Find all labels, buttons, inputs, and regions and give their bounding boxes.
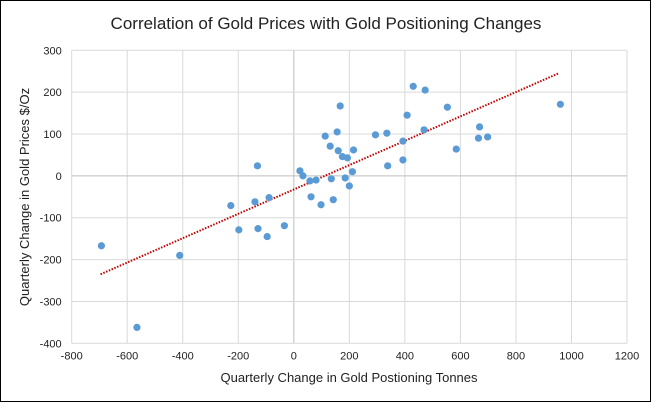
data-point <box>403 111 411 119</box>
data-point <box>474 134 483 142</box>
data-point <box>333 128 341 136</box>
y-tick-label: -200 <box>40 255 62 267</box>
data-point <box>306 177 314 185</box>
data-point <box>263 232 271 241</box>
x-tick-label: 1000 <box>559 350 583 362</box>
data-point <box>484 133 492 141</box>
data-point <box>345 182 353 190</box>
data-point <box>384 162 392 170</box>
data-point <box>227 201 235 210</box>
x-tick-label: -400 <box>172 350 194 362</box>
data-point <box>334 147 342 155</box>
data-point <box>336 102 344 110</box>
data-point <box>254 225 262 233</box>
tick-labels: -800 -600 -400 -200 0 200 400 600 800 1000 1200-40… <box>40 45 640 362</box>
data-point <box>280 222 288 230</box>
x-tick-label: 800 <box>507 350 525 362</box>
x-tick-label: 600 <box>451 350 469 362</box>
data-point <box>475 123 484 131</box>
data-point <box>399 137 407 145</box>
data-point <box>556 100 564 108</box>
data-point <box>327 175 335 183</box>
data-point <box>97 242 106 250</box>
x-tick-label: 200 <box>340 350 358 362</box>
data-point <box>326 142 334 150</box>
data-point <box>348 168 357 176</box>
data-point <box>341 174 349 182</box>
y-tick-label: 200 <box>43 87 61 99</box>
data-point <box>329 196 337 204</box>
data-point <box>307 193 315 201</box>
data-point <box>399 156 407 164</box>
y-tick-label: -400 <box>40 338 62 350</box>
y-tick-label: -300 <box>40 296 62 308</box>
data-point <box>409 82 417 90</box>
data-point <box>133 323 141 331</box>
data-point <box>343 154 352 162</box>
chart-title: Correlation of Gold Prices with Gold Pos… <box>111 14 542 33</box>
data-point <box>265 194 273 202</box>
data-point <box>420 126 428 134</box>
gridlines <box>71 49 628 344</box>
data-point <box>443 103 451 111</box>
data-point <box>371 131 380 139</box>
trendline <box>100 72 560 276</box>
data-point <box>251 198 259 206</box>
data-point <box>452 145 460 153</box>
x-tick-label: 400 <box>396 350 414 362</box>
data-point <box>312 176 320 184</box>
x-tick-label: -200 <box>227 350 249 362</box>
y-tick-label: -100 <box>40 213 62 225</box>
x-axis-label: Quarterly Change in Gold Postioning Tonn… <box>220 370 478 385</box>
data-point <box>176 251 184 259</box>
data-point <box>235 226 243 234</box>
y-axis-label: Quarterly Change in Gold Prices $/Oz <box>17 88 32 306</box>
data-points <box>97 82 564 331</box>
data-point <box>383 129 391 137</box>
y-tick-label: 0 <box>56 171 62 183</box>
y-tick-label: 300 <box>43 45 61 57</box>
data-point <box>299 172 307 180</box>
data-point <box>253 162 262 170</box>
data-point <box>349 146 358 154</box>
data-point <box>421 86 429 94</box>
x-tick-label: -600 <box>116 350 138 362</box>
x-tick-label: 0 <box>291 350 297 362</box>
x-tick-label: 1200 <box>615 350 639 362</box>
x-tick-label: -800 <box>61 350 83 362</box>
y-tick-label: 100 <box>43 129 61 141</box>
data-point <box>317 201 325 209</box>
data-point <box>321 132 329 140</box>
